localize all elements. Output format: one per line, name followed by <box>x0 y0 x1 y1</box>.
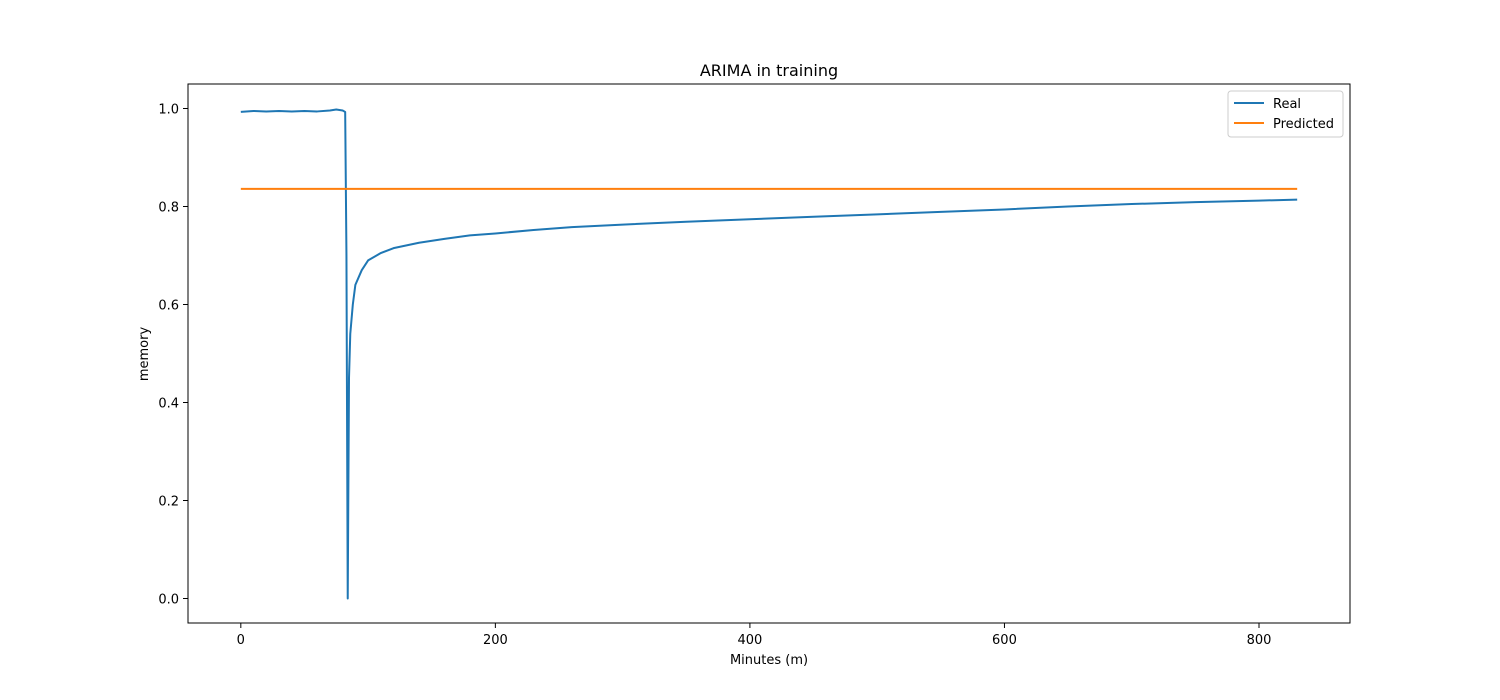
legend-label-predicted: Predicted <box>1273 117 1334 132</box>
x-tick-label: 800 <box>1247 633 1272 648</box>
y-tick-label: 0.6 <box>158 299 179 314</box>
y-tick-label: 1.0 <box>158 103 179 118</box>
x-axis-title: Minutes (m) <box>730 653 808 668</box>
ticks-layer: 0 200 400 600 800 0.0 0.2 0.4 0.6 0.8 1.0 <box>158 103 1271 649</box>
y-tick-label: 0.8 <box>158 201 179 216</box>
series-line-real <box>240 108 1298 600</box>
legend: Real Predicted <box>1227 90 1344 138</box>
x-tick-label: 200 <box>483 633 508 648</box>
y-tick-label: 0.4 <box>158 397 179 412</box>
plot-area <box>187 83 1351 624</box>
chart-title: ARIMA in training <box>700 61 838 80</box>
y-axis-title: memory <box>137 327 152 382</box>
data-layer <box>240 108 1298 600</box>
legend-label-real: Real <box>1273 97 1301 112</box>
x-tick-label: 600 <box>992 633 1017 648</box>
x-tick-label: 0 <box>237 633 245 648</box>
x-tick-label: 400 <box>737 633 762 648</box>
y-tick-label: 0.2 <box>158 495 179 510</box>
y-tick-label: 0.0 <box>158 593 179 608</box>
